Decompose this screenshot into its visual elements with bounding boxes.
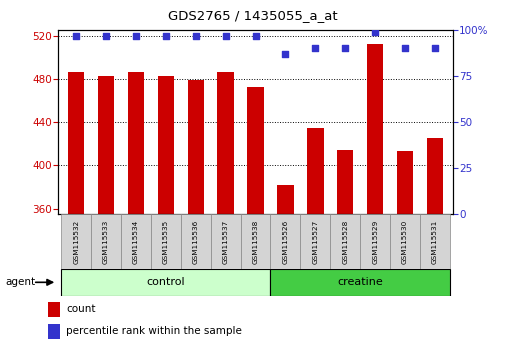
Point xyxy=(311,46,319,51)
Bar xyxy=(48,324,60,339)
Bar xyxy=(61,269,270,296)
Bar xyxy=(247,87,263,214)
Text: GSM115530: GSM115530 xyxy=(401,219,407,264)
Bar xyxy=(217,72,233,214)
Text: GSM115531: GSM115531 xyxy=(431,219,437,264)
Text: GSM115533: GSM115533 xyxy=(103,219,109,264)
Text: agent: agent xyxy=(5,277,35,287)
Bar xyxy=(150,214,180,269)
Bar xyxy=(68,72,84,214)
Bar xyxy=(127,72,144,214)
Point xyxy=(400,46,408,51)
Bar xyxy=(336,150,353,214)
Bar xyxy=(270,214,300,269)
Text: GSM115534: GSM115534 xyxy=(133,219,139,264)
Point xyxy=(221,33,229,39)
Bar xyxy=(97,75,114,214)
Point xyxy=(251,33,259,39)
Text: GSM115538: GSM115538 xyxy=(252,219,258,264)
Bar xyxy=(330,214,360,269)
Point xyxy=(340,46,348,51)
Bar xyxy=(121,214,150,269)
Point xyxy=(430,46,438,51)
Text: percentile rank within the sample: percentile rank within the sample xyxy=(66,326,242,336)
Text: GSM115527: GSM115527 xyxy=(312,219,318,264)
Bar xyxy=(366,44,383,214)
Text: count: count xyxy=(66,304,95,314)
Text: control: control xyxy=(146,277,185,287)
Bar xyxy=(240,214,270,269)
Bar xyxy=(270,269,449,296)
Text: GSM115536: GSM115536 xyxy=(192,219,198,264)
Text: GSM115528: GSM115528 xyxy=(341,219,347,264)
Bar xyxy=(277,185,293,214)
Point xyxy=(191,33,199,39)
Bar xyxy=(307,127,323,214)
Bar xyxy=(426,138,442,214)
Point xyxy=(162,33,170,39)
Text: GSM115537: GSM115537 xyxy=(222,219,228,264)
Point xyxy=(281,51,289,57)
Text: GSM115529: GSM115529 xyxy=(371,219,377,264)
Bar xyxy=(48,302,60,317)
Bar xyxy=(61,214,91,269)
Point xyxy=(370,29,378,35)
Bar xyxy=(210,214,240,269)
Text: GSM115526: GSM115526 xyxy=(282,219,288,264)
Bar xyxy=(360,214,389,269)
Bar xyxy=(91,214,121,269)
Text: creatine: creatine xyxy=(337,277,382,287)
Text: GDS2765 / 1435055_a_at: GDS2765 / 1435055_a_at xyxy=(168,9,337,22)
Bar xyxy=(157,75,174,214)
Bar xyxy=(180,214,210,269)
Point xyxy=(102,33,110,39)
Bar xyxy=(396,152,413,214)
Text: GSM115532: GSM115532 xyxy=(73,219,79,264)
Bar xyxy=(300,214,330,269)
Text: GSM115535: GSM115535 xyxy=(163,219,169,264)
Point xyxy=(72,33,80,39)
Bar xyxy=(389,214,419,269)
Bar xyxy=(419,214,449,269)
Bar xyxy=(187,80,204,214)
Point xyxy=(132,33,140,39)
